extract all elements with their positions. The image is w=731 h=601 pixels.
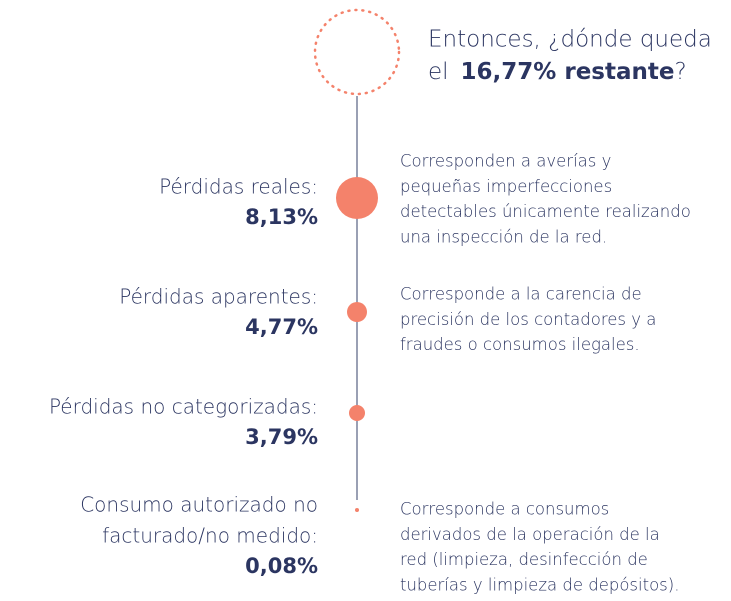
item-description: fraudes o consumos ilegales. (400, 335, 640, 354)
marker-dot (347, 302, 367, 322)
dotted-circle (313, 8, 401, 96)
item-value: 4,77% (245, 315, 318, 339)
title-line: Entonces, ¿dónde queda (428, 27, 712, 53)
item-description: Corresponde a la carencia de (400, 285, 642, 304)
item-description: red (limpieza, desinfección de (400, 550, 648, 569)
item-label: Consumo autorizado no (80, 493, 318, 517)
item-description: tuberías y limpieza de depósitos). (400, 575, 679, 594)
item-value: 8,13% (245, 205, 318, 229)
title-prefix: el (428, 59, 449, 85)
title-highlight: 16,77% restante (461, 59, 675, 85)
item-description: derivados de la operación de la (400, 525, 660, 544)
item-label: facturado/no medido: (102, 524, 318, 548)
item-label: Pérdidas no categorizadas: (49, 395, 318, 419)
item-value: 0,08% (245, 554, 318, 578)
marker-dot (336, 177, 378, 219)
title-suffix: ? (674, 59, 686, 85)
item-description: detectables únicamente realizando (400, 202, 691, 221)
item-label: Pérdidas aparentes: (119, 285, 318, 309)
item-description: Corresponde a consumos (400, 500, 609, 519)
marker-dot (355, 508, 359, 512)
title-line: el 16,77% restante? (428, 59, 687, 85)
item-description: precisión de los contadores y a (400, 310, 656, 329)
item-description: Corresponden a averías y (400, 152, 611, 171)
item-description: una inspección de la red. (400, 227, 607, 246)
marker-dot (349, 405, 365, 421)
item-label: Pérdidas reales: (159, 175, 318, 199)
item-value: 3,79% (245, 425, 318, 449)
item-description: pequeñas imperfecciones (400, 177, 612, 196)
